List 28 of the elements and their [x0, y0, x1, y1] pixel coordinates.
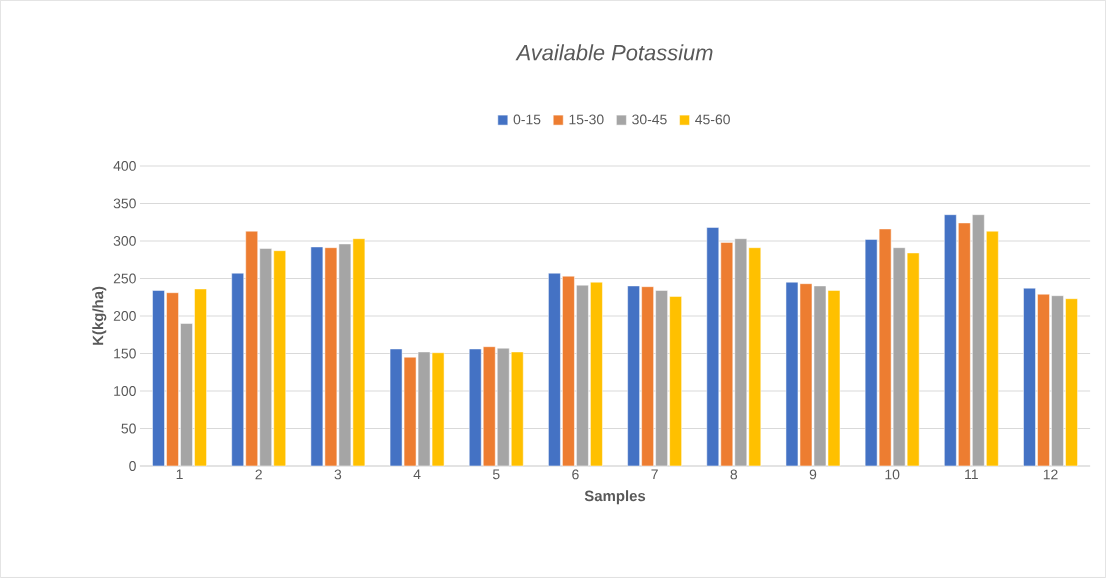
- legend-label: 15-30: [569, 114, 604, 125]
- y-tick-label: 350: [113, 198, 136, 209]
- x-tick-label: 5: [492, 469, 500, 480]
- x-tick-label: 10: [885, 469, 900, 480]
- y-tick-label: 100: [114, 386, 136, 396]
- chart-title: Available Potassium: [515, 44, 713, 61]
- x-tick-label: 8: [730, 469, 738, 480]
- y-tick-label: 400: [113, 161, 136, 171]
- legend-label: 0-15: [513, 114, 541, 125]
- legend-label: 30-45: [632, 114, 667, 125]
- y-axis-title: K(kg/ha): [92, 286, 107, 345]
- x-tick-label: 9: [809, 469, 817, 480]
- x-tick-label: 3: [334, 469, 342, 480]
- x-tick-label: 1: [176, 469, 183, 480]
- x-tick-label: 6: [572, 469, 579, 480]
- legend-label: 45-60: [695, 114, 730, 125]
- y-tick-label: 200: [113, 311, 136, 321]
- y-tick-label: 150: [114, 348, 136, 359]
- x-axis-title: Samples: [584, 490, 646, 505]
- y-tick-label: 300: [113, 236, 136, 246]
- x-tick-label: 7: [651, 469, 658, 480]
- y-tick-label: 50: [121, 423, 136, 434]
- y-tick-label: 0: [129, 461, 136, 471]
- y-tick-label: 250: [113, 273, 136, 284]
- x-tick-label: 11: [965, 469, 978, 480]
- x-tick-label: 12: [1043, 469, 1058, 480]
- x-tick-label: 4: [413, 469, 421, 480]
- x-tick-label: 2: [255, 469, 262, 480]
